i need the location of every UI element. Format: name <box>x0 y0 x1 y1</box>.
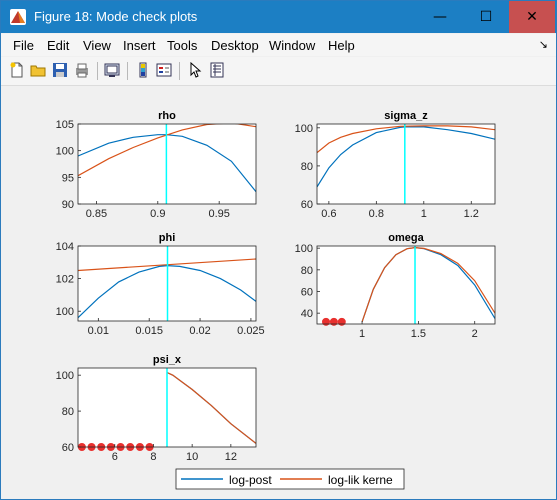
menu-help[interactable]: Help <box>328 38 355 53</box>
open-folder-icon[interactable] <box>30 62 46 78</box>
title-bar[interactable]: Figure 18: Mode check plots — ☐ ✕ <box>1 1 556 33</box>
axes-background <box>317 124 495 204</box>
plot-area <box>166 371 256 444</box>
toolbar-separator <box>127 62 128 80</box>
y-tick-label: 90 <box>62 199 74 211</box>
marker-point <box>322 317 331 326</box>
subplot-title: rho <box>158 110 176 122</box>
legend-label-log-lik: log-lik kerne <box>328 473 393 487</box>
axes-background <box>317 246 495 324</box>
toolbar-separator <box>179 62 180 80</box>
figure-canvas: 0.85 0.9 0.95 90 95 100 105 rho 0.6 0.8 1 1.2 60 80 10… <box>9 89 547 493</box>
menu-edit[interactable]: Edit <box>47 38 70 53</box>
x-tick-label: 1 <box>359 328 365 340</box>
y-tick-label: 40 <box>301 308 313 320</box>
menu-bar: File Edit View Insert Tools Desktop Wind… <box>1 34 556 56</box>
series-log-post <box>317 126 495 188</box>
subplot-title: phi <box>159 232 176 244</box>
minimize-button[interactable]: — <box>433 9 447 25</box>
axes-box <box>77 245 257 322</box>
menu-tools[interactable]: Tools <box>167 38 198 53</box>
y-tick-label: 104 <box>56 241 74 253</box>
y-tick-label: 80 <box>301 161 313 173</box>
series-log-lik <box>166 371 256 444</box>
y-tick-label: 100 <box>56 370 74 382</box>
axes-box <box>77 123 257 205</box>
y-tick-label: 100 <box>56 146 74 158</box>
x-tick-label: 6 <box>112 451 118 463</box>
maximize-button[interactable]: ☐ <box>479 9 493 25</box>
legend-icon[interactable] <box>156 62 172 78</box>
x-tick-label: 0.9 <box>150 208 165 220</box>
window-title: Figure 18: Mode check plots <box>34 9 198 24</box>
y-tick-label: 100 <box>295 123 313 135</box>
x-tick-label: 0.85 <box>86 208 107 220</box>
subplot-title: sigma_z <box>384 110 428 122</box>
save-icon[interactable] <box>52 62 68 78</box>
x-tick-label: 10 <box>186 451 198 463</box>
colorbar-icon[interactable] <box>135 62 151 78</box>
toolbar <box>1 57 556 86</box>
x-tick-label: 1.5 <box>411 328 426 340</box>
x-tick-label: 2 <box>472 328 478 340</box>
x-tick-label: 1 <box>421 208 427 220</box>
subplot-phi: 0.01 0.015 0.02 0.025 100 102 104 phi <box>56 232 265 337</box>
link-plot-icon[interactable] <box>104 62 120 78</box>
subplot-rho: 0.85 0.9 0.95 90 95 100 105 rho <box>56 110 257 220</box>
toolbar-separator <box>97 62 98 80</box>
subplot-psi-x: 6 8 10 12 60 80 100 psi_x <box>56 354 257 463</box>
axes-box <box>316 123 496 205</box>
y-tick-label: 80 <box>62 406 74 418</box>
x-tick-label: 0.01 <box>88 325 109 337</box>
legend-label-log-post: log-post <box>229 473 272 487</box>
series-log-lik <box>317 125 495 154</box>
y-tick-label: 60 <box>301 199 313 211</box>
marker-point <box>337 317 346 326</box>
x-tick-label: 12 <box>225 451 237 463</box>
x-tick-label: 0.6 <box>321 208 336 220</box>
pointer-icon[interactable] <box>187 61 203 78</box>
new-file-icon[interactable] <box>9 62 25 78</box>
x-tick-label: 1.2 <box>464 208 479 220</box>
x-tick-label: 0.025 <box>237 325 265 337</box>
y-tick-label: 102 <box>56 274 74 286</box>
x-tick-label: 0.8 <box>369 208 384 220</box>
marker-point <box>329 317 338 326</box>
menu-file[interactable]: File <box>13 38 34 53</box>
subplot-sigma-z: 0.6 0.8 1 1.2 60 80 100 sigma_z <box>295 110 496 220</box>
y-tick-label: 60 <box>301 287 313 299</box>
axes-box <box>77 367 257 448</box>
y-tick-label: 100 <box>56 306 74 318</box>
matlab-figure-icon <box>10 9 26 25</box>
subplot-title: omega <box>388 232 424 244</box>
y-tick-label: 95 <box>62 172 74 184</box>
axes-box <box>316 245 496 325</box>
close-button[interactable]: ✕ <box>509 1 555 33</box>
plot-area <box>317 125 495 188</box>
subplot-title: psi_x <box>153 354 182 366</box>
x-tick-label: 0.95 <box>208 208 229 220</box>
menu-insert[interactable]: Insert <box>123 38 156 53</box>
y-tick-label: 80 <box>301 265 313 277</box>
x-tick-label: 0.015 <box>135 325 163 337</box>
menu-window[interactable]: Window <box>269 38 316 53</box>
y-tick-label: 105 <box>56 119 74 131</box>
x-tick-label: 8 <box>150 451 156 463</box>
subplot-omega: 1 1.5 2 40 60 80 100 omega <box>295 232 496 340</box>
menu-desktop[interactable]: Desktop <box>211 38 259 53</box>
menu-dock-arrow-icon[interactable]: ↘ <box>538 39 548 51</box>
property-inspector-icon[interactable] <box>209 62 225 78</box>
print-icon[interactable] <box>74 62 90 78</box>
menu-view[interactable]: View <box>83 38 111 53</box>
series-log-lik <box>78 124 256 177</box>
legend: log-post log-lik kerne <box>175 468 405 490</box>
x-tick-label: 0.02 <box>189 325 210 337</box>
y-tick-label: 100 <box>295 243 313 255</box>
y-tick-label: 60 <box>62 442 74 454</box>
